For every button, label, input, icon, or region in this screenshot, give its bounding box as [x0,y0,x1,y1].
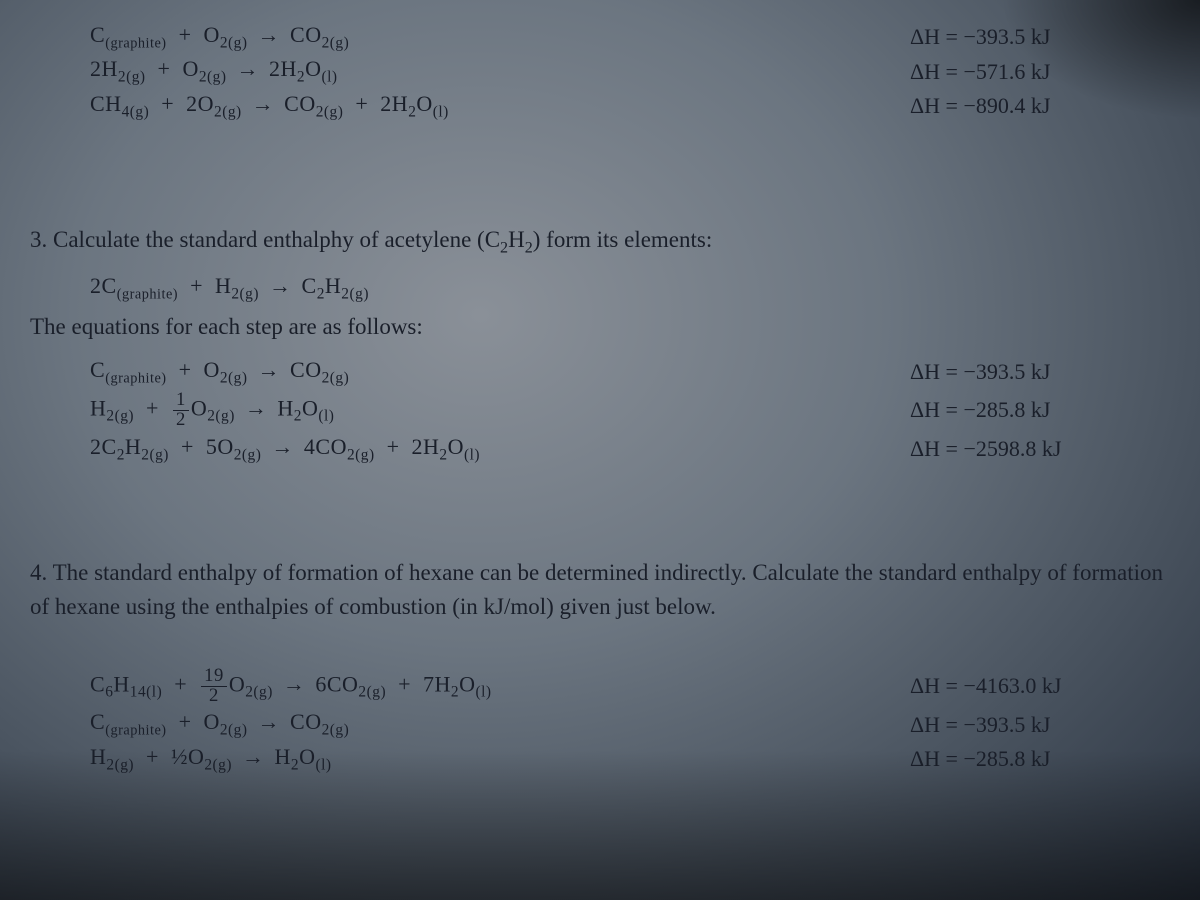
equation-left: H2(g) + ½O2(g)→H2O(l) [90,744,890,774]
equation-row: CH4(g) + 2O2(g)→CO2(g) + 2H2O(l) ΔH = −8… [90,89,1170,123]
equation-row: C(graphite) + O2(g)→CO2(g) ΔH = −393.5 k… [90,355,1170,389]
equation-row: H2(g) + 12O2(g)→H2O(l) ΔH = −285.8 kJ [90,389,1170,431]
equation-dh: ΔH = −393.5 kJ [890,24,1170,50]
equation-left: 2C(graphite) + H2(g)→C2H2(g) [90,273,890,303]
intro-equations: C(graphite) + O2(g)→CO2(g) ΔH = −393.5 k… [30,20,1170,123]
equation-left: H2(g) + 12O2(g)→H2O(l) [90,391,890,429]
page-content: C(graphite) + O2(g)→CO2(g) ΔH = −393.5 k… [30,20,1170,880]
equation-row: H2(g) + ½O2(g)→H2O(l) ΔH = −285.8 kJ [90,742,1170,776]
problem-3-subheading: The equations for each step are as follo… [30,310,1170,345]
equation-row: C(graphite) + O2(g)→CO2(g) ΔH = −393.5 k… [90,707,1170,741]
equation-left: CH4(g) + 2O2(g)→CO2(g) + 2H2O(l) [90,91,890,121]
equation-left: C(graphite) + O2(g)→CO2(g) [90,709,890,739]
equation-row: C(graphite) + O2(g)→CO2(g) ΔH = −393.5 k… [90,20,1170,54]
equation-row: 2H2(g) + O2(g)→2H2O(l) ΔH = −571.6 kJ [90,54,1170,88]
target-equation: 2C(graphite) + H2(g)→C2H2(g) [30,271,1170,305]
equation-left: C(graphite) + O2(g)→CO2(g) [90,22,890,52]
equation-row: 2C2H2(g) + 5O2(g)→4CO2(g) + 2H2O(l) ΔH =… [90,432,1170,466]
equation-dh: ΔH = −393.5 kJ [890,712,1170,738]
equation-left: C6H14(l) + 192O2(g)→6CO2(g) + 7H2O(l) [90,667,890,705]
equation-left: 2H2(g) + O2(g)→2H2O(l) [90,56,890,86]
problem-3-heading: 3. Calculate the standard enthalphy of a… [30,223,1170,261]
equation-dh: ΔH = −285.8 kJ [890,397,1170,423]
equation-row: C6H14(l) + 192O2(g)→6CO2(g) + 7H2O(l) ΔH… [90,665,1170,707]
equation-dh: ΔH = −393.5 kJ [890,359,1170,385]
equation-dh: ΔH = −4163.0 kJ [890,673,1170,699]
equation-dh: ΔH = −285.8 kJ [890,746,1170,772]
problem-4: 4. The standard enthalpy of formation of… [30,556,1170,776]
problem-3-equations: C(graphite) + O2(g)→CO2(g) ΔH = −393.5 k… [30,355,1170,466]
equation-left: C(graphite) + O2(g)→CO2(g) [90,357,890,387]
problem-4-equations: C6H14(l) + 192O2(g)→6CO2(g) + 7H2O(l) ΔH… [30,665,1170,776]
equation-dh: ΔH = −571.6 kJ [890,59,1170,85]
equation-dh: ΔH = −2598.8 kJ [890,436,1170,462]
problem-3: 3. Calculate the standard enthalphy of a… [30,223,1170,466]
equation-dh: ΔH = −890.4 kJ [890,93,1170,119]
equation-left: 2C2H2(g) + 5O2(g)→4CO2(g) + 2H2O(l) [90,434,890,464]
problem-4-heading: 4. The standard enthalpy of formation of… [30,556,1170,625]
